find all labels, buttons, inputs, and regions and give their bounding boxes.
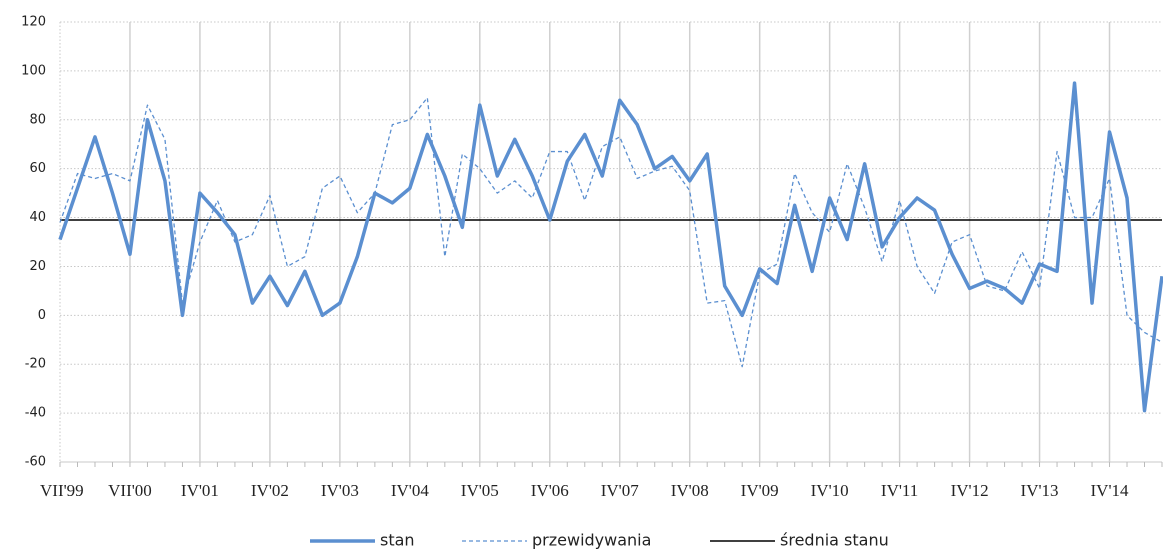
y-tick-label: 120	[21, 15, 46, 30]
x-tick-label: VII'99	[40, 481, 84, 500]
y-tick-label: 40	[29, 210, 46, 225]
y-tick-label: -60	[25, 455, 46, 470]
x-tick-label: IV'11	[881, 481, 918, 500]
y-tick-label: 0	[38, 308, 46, 323]
x-tick-label: IV'12	[951, 481, 989, 500]
x-tick-label: IV'04	[391, 481, 430, 500]
y-tick-label: -40	[25, 406, 46, 421]
x-tick-label: IV'02	[251, 481, 289, 500]
y-tick-label: 20	[29, 259, 46, 274]
x-tick-label: IV'01	[181, 481, 219, 500]
x-tick-label: IV'14	[1091, 481, 1130, 500]
x-tick-label: IV'10	[811, 481, 849, 500]
x-tick-label: IV'13	[1021, 481, 1059, 500]
x-tick-label: IV'08	[671, 481, 709, 500]
legend-label: stan	[380, 531, 415, 550]
series-line	[58, 81, 1163, 413]
y-tick-label: 60	[29, 161, 46, 176]
series-line	[59, 97, 1163, 368]
y-tick-label: 80	[29, 112, 46, 127]
x-tick-label: IV'07	[601, 481, 640, 500]
x-tick-label: IV'06	[531, 481, 569, 500]
legend-label: średnia stanu	[780, 531, 889, 550]
legend-label: przewidywania	[532, 531, 651, 550]
x-tick-label: VII'00	[108, 481, 152, 500]
y-tick-label: 100	[21, 63, 46, 78]
x-tick-label: IV'05	[461, 481, 499, 500]
x-tick-label: IV'03	[321, 481, 359, 500]
y-tick-label: -20	[25, 357, 46, 372]
x-tick-label: IV'09	[741, 481, 779, 500]
